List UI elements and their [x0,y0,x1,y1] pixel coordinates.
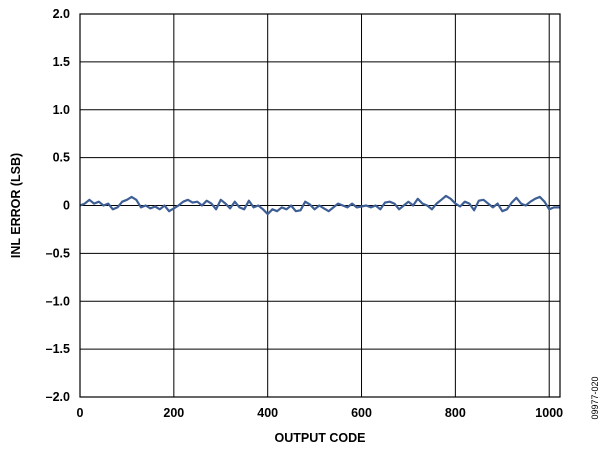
x-axis-label: OUTPUT CODE [275,431,366,445]
chart-gridlines [80,14,560,397]
figure-id-label: 09977-020 [590,376,600,419]
x-tick-label: 400 [257,406,278,420]
y-tick-label: –2.0 [46,390,70,404]
x-tick-label: 1000 [535,406,563,420]
y-axis-label: INL ERROR (LSB) [9,153,23,258]
y-tick-label: 0 [63,199,70,213]
x-tick-label: 600 [351,406,372,420]
y-tick-label: 2.0 [53,7,70,21]
y-tick-label: –1.0 [46,294,70,308]
x-tick-label: 800 [445,406,466,420]
y-tick-label: 0.5 [53,151,70,165]
y-tick-labels: 2.0 1.5 1.0 0.5 0 –0.5 –1.0 –1.5 –2.0 [46,7,70,404]
x-tick-labels: 0 200 400 600 800 1000 [77,406,564,420]
y-tick-label: 1.5 [53,55,70,69]
y-tick-label: 1.0 [53,103,70,117]
x-tick-label: 200 [163,406,184,420]
chart-series-layer [79,194,560,216]
y-tick-label: –1.5 [46,342,70,356]
plot-area-frame [79,13,561,398]
x-tick-label: 0 [77,406,84,420]
y-tick-label: –0.5 [46,246,70,260]
series-line-0 [79,194,560,216]
